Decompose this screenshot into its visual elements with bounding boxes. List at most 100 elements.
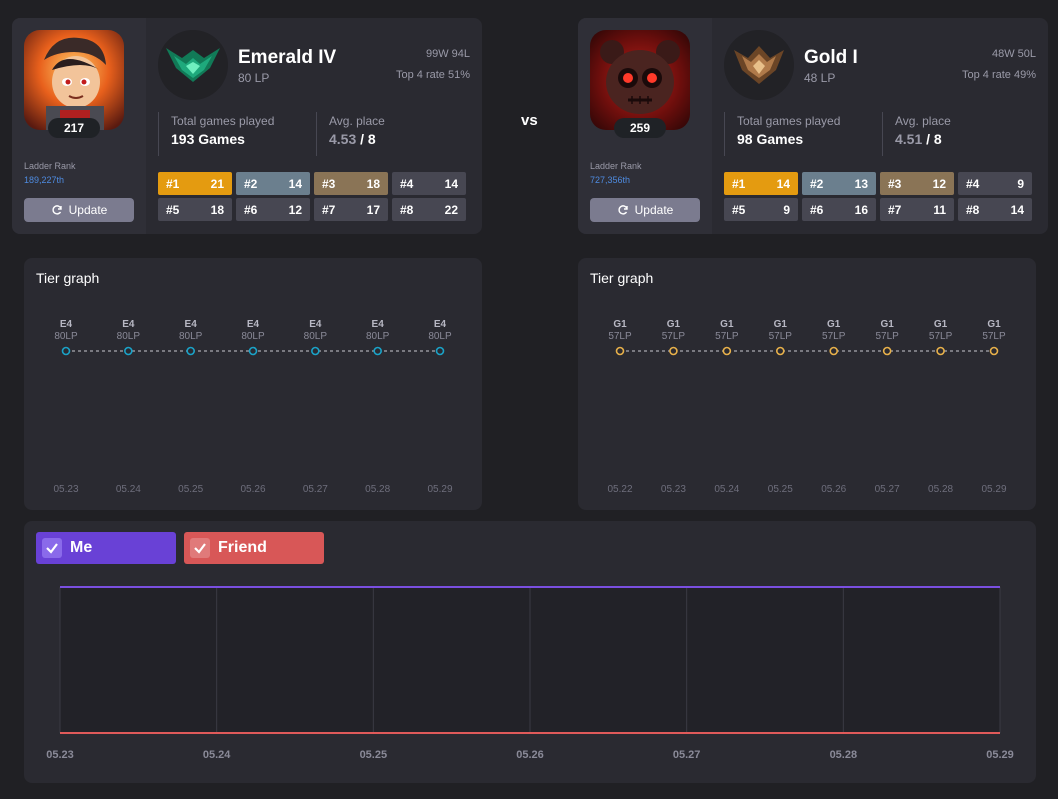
tier-point-lp: 57LP	[662, 331, 686, 342]
place-count: 17	[366, 202, 380, 217]
player1-profile-column: 217 Ladder Rank 189,227th Update	[12, 18, 146, 234]
tier-point-lp: 80LP	[54, 331, 78, 342]
player1-avg-place: Avg. place 4.53 / 8	[316, 112, 385, 156]
tier-point-lp: 80LP	[179, 331, 203, 342]
tier-graph-left-title: Tier graph	[36, 270, 100, 286]
player2-tier-name: Gold I	[804, 47, 858, 68]
tier-point-label: G1	[613, 319, 627, 330]
legend-toggle-friend[interactable]: Friend	[184, 532, 324, 564]
place-count: 11	[933, 202, 946, 217]
player2-placement-grid: #1 14 #2 13 #3 12 #4 9 #5 9 #6 16 #7 11 #8 14	[724, 172, 1036, 221]
tier-point	[829, 346, 839, 356]
place-count: 21	[210, 176, 224, 191]
tier-point	[61, 346, 71, 356]
tier-point-label: E4	[247, 319, 260, 330]
tier-point	[311, 346, 320, 356]
player2-place-2: #2 13	[802, 172, 876, 195]
tier-date-label: 05.25	[178, 484, 203, 495]
tier-date-label: 05.24	[714, 484, 739, 495]
player2-card: 259 Ladder Rank 727,356th Update Gold I …	[578, 18, 1048, 234]
tier-point-label: G1	[827, 319, 841, 330]
tier-date-label: 05.29	[427, 484, 452, 495]
place-label: #7	[322, 202, 336, 217]
player2-ladder-label: Ladder Rank	[590, 161, 642, 171]
tier-point	[186, 346, 195, 356]
tier-point	[669, 346, 678, 356]
tier-point-lp: 80LP	[304, 331, 328, 342]
player2-total-games-value: 98 Games	[737, 131, 804, 147]
tier-point-lp: 80LP	[366, 331, 390, 342]
player2-wins-losses: 48W 50L	[991, 48, 1036, 60]
place-count: 18	[366, 176, 380, 191]
tier-point-lp: 80LP	[241, 331, 265, 342]
tier-date-label: 05.27	[303, 484, 328, 495]
player1-total-games: Total games played 193 Games	[158, 112, 274, 156]
checkmark-icon	[42, 538, 62, 558]
place-label: #1	[732, 176, 746, 191]
tier-date-label: 05.27	[875, 484, 900, 495]
player2-avatar[interactable]	[590, 30, 690, 130]
tier-point-lp: 80LP	[117, 331, 141, 342]
player2-profile-column: 259 Ladder Rank 727,356th Update	[578, 18, 712, 234]
legend-toggle-me[interactable]: Me	[36, 532, 176, 564]
player2-avg-place-value: 4.51	[895, 131, 923, 147]
place-count: 14	[288, 176, 302, 191]
player1-ladder-rank[interactable]: 189,227th	[24, 175, 65, 185]
x-tick-label: 05.23	[46, 749, 74, 761]
player1-place-6: #6 12	[236, 198, 310, 221]
place-label: #3	[888, 176, 902, 191]
tier-point-label: E4	[122, 319, 135, 330]
refresh-icon	[618, 205, 628, 215]
player1-avatar[interactable]	[24, 30, 124, 130]
player1-place-4: #4 14	[392, 172, 466, 195]
tier-point	[989, 346, 999, 356]
tier-point	[435, 346, 445, 356]
tier-point-lp: 57LP	[822, 331, 846, 342]
place-count: 16	[854, 202, 868, 217]
place-count: 13	[854, 176, 868, 191]
tier-point-label: G1	[667, 319, 681, 330]
place-label: #5	[732, 202, 746, 217]
tier-point	[615, 346, 625, 356]
x-tick-label: 05.24	[203, 749, 231, 761]
tier-point	[124, 346, 133, 356]
tier-date-label: 05.28	[365, 484, 390, 495]
tier-point	[936, 346, 945, 356]
place-count: 12	[932, 176, 946, 191]
tier-point-label: E4	[372, 319, 385, 330]
player1-update-label: Update	[68, 203, 108, 217]
tier-date-label: 05.29	[981, 484, 1006, 495]
player2-place-8: #8 14	[958, 198, 1032, 221]
player2-ladder-rank[interactable]: 727,356th	[590, 175, 631, 185]
player1-total-games-label: Total games played	[171, 114, 275, 128]
place-label: #6	[810, 202, 824, 217]
checkmark-icon	[190, 538, 210, 558]
player1-place-5: #5 18	[158, 198, 232, 221]
tier-point-lp: 57LP	[608, 331, 632, 342]
player2-avg-place: Avg. place 4.51 / 8	[882, 112, 951, 156]
tier-point-lp: 57LP	[982, 331, 1006, 342]
tier-point-label: E4	[185, 319, 198, 330]
compare-chart-plot: 05.23 05.24 05.25 05.26 05.27 05.28 05.29	[46, 586, 1014, 761]
player2-place-5: #5 9	[724, 198, 798, 221]
tier-date-label: 05.22	[607, 484, 632, 495]
tier-graph-right-plot: G157LP05.22G157LP05.23G157LP05.24G157LP0…	[607, 319, 1006, 495]
tier-point	[373, 346, 382, 356]
legend-friend-label: Friend	[218, 539, 267, 556]
player2-avg-place-suffix: / 8	[922, 131, 942, 147]
tier-date-label: 05.23	[53, 484, 78, 495]
player1-avg-place-label: Avg. place	[329, 114, 385, 128]
tier-point-label: E4	[309, 319, 322, 330]
player1-avg-place-value: 4.53	[329, 131, 357, 147]
place-label: #8	[966, 202, 980, 217]
player1-update-button[interactable]: Update	[24, 198, 134, 222]
player2-place-7: #7 11	[880, 198, 954, 221]
player1-placement-grid: #1 21 #2 14 #3 18 #4 14 #5 18 #6 12 #7 17 #8 22	[158, 172, 470, 221]
place-label: #4	[400, 176, 414, 191]
x-tick-label: 05.25	[360, 749, 388, 761]
tier-graph-right: Tier graph G1 57LP 05.22 G1 57LP 05.23 G1 57LP 0…	[578, 258, 1036, 510]
tier-graph-left-plot: E480LP05.23E480LP05.24E480LP05.25E480LP0…	[53, 319, 452, 495]
player1-place-8: #8 22	[392, 198, 466, 221]
player2-update-button[interactable]: Update	[590, 198, 700, 222]
